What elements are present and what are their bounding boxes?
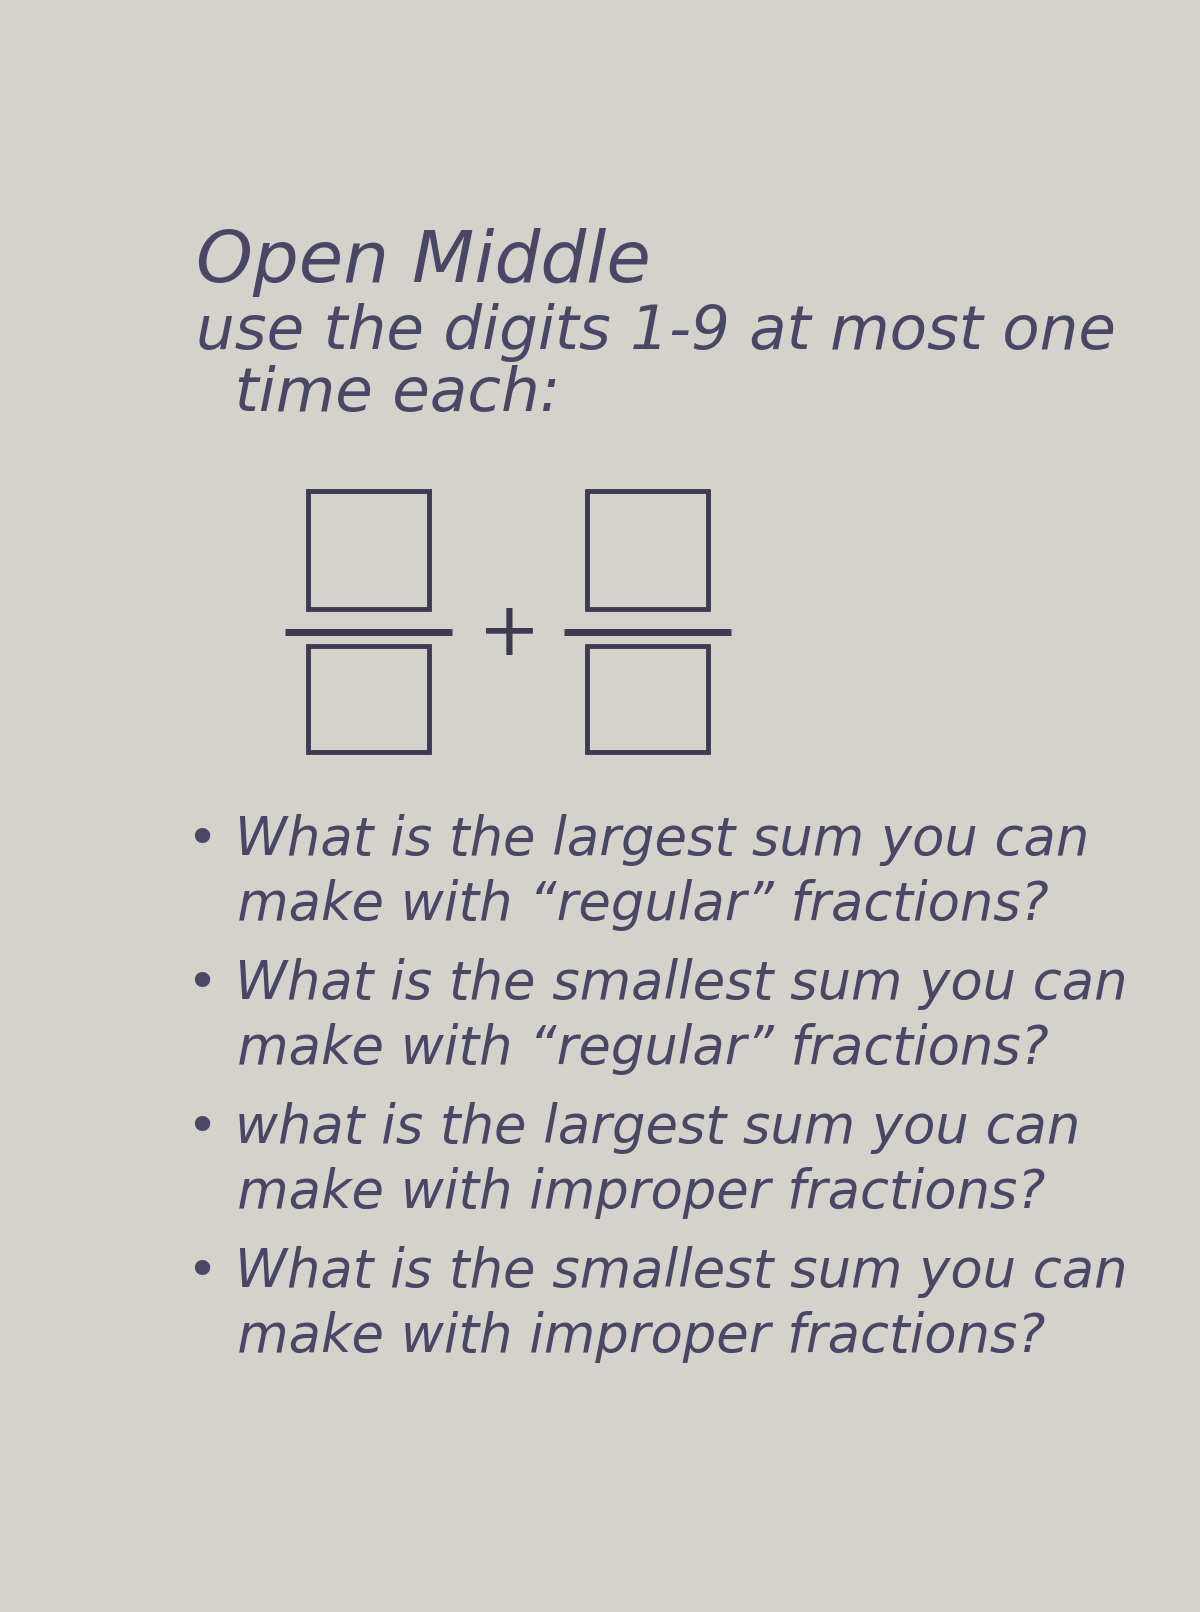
Bar xyxy=(587,492,708,609)
Text: use the digits 1-9 at most one: use the digits 1-9 at most one xyxy=(197,303,1116,361)
Bar xyxy=(308,492,430,609)
Text: make with improper fractions?: make with improper fractions? xyxy=(187,1167,1045,1219)
Text: Open Middle: Open Middle xyxy=(197,229,652,297)
Bar xyxy=(308,646,430,751)
Text: make with “regular” fractions?: make with “regular” fractions? xyxy=(187,1022,1049,1075)
Text: • What is the largest sum you can: • What is the largest sum you can xyxy=(187,814,1090,866)
Text: • what is the largest sum you can: • what is the largest sum you can xyxy=(187,1103,1080,1154)
Text: +: + xyxy=(476,598,540,671)
Text: make with “regular” fractions?: make with “regular” fractions? xyxy=(187,879,1049,930)
Bar xyxy=(587,646,708,751)
Text: • What is the smallest sum you can: • What is the smallest sum you can xyxy=(187,1246,1128,1298)
Text: • What is the smallest sum you can: • What is the smallest sum you can xyxy=(187,958,1128,1011)
Text: make with improper fractions?: make with improper fractions? xyxy=(187,1311,1045,1362)
Text: time each:: time each: xyxy=(197,364,560,424)
